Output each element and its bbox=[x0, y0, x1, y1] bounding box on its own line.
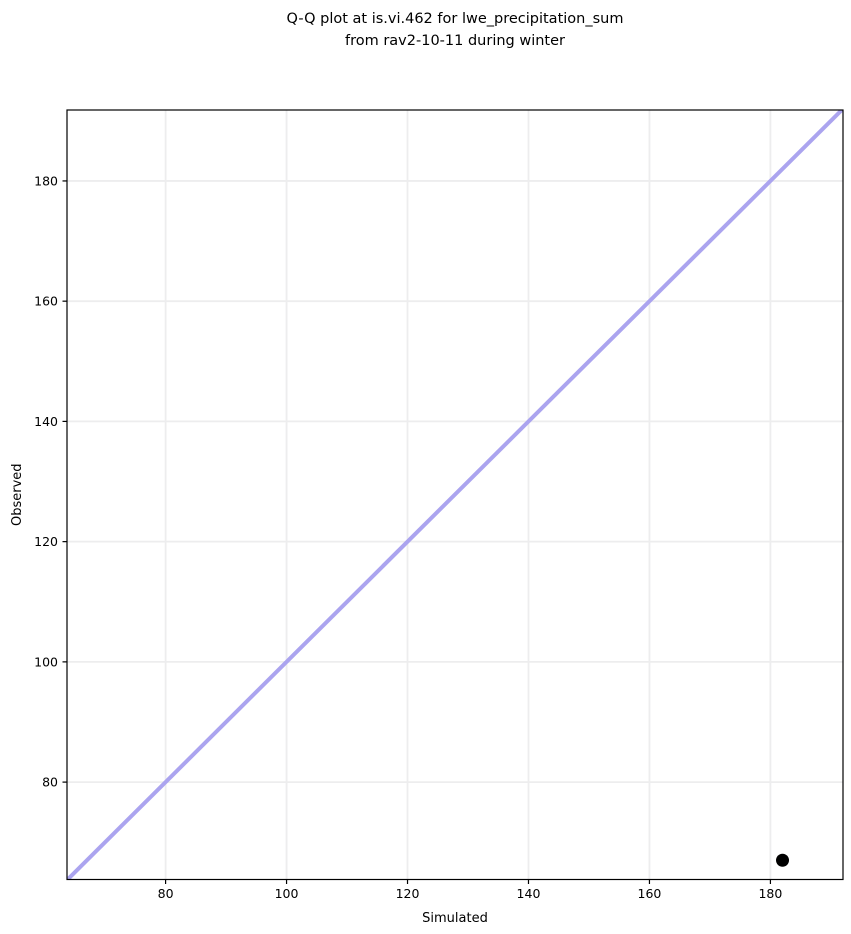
data-layer bbox=[67, 110, 843, 880]
x-tick-label: 120 bbox=[396, 886, 420, 901]
x-tick-label: 180 bbox=[758, 886, 782, 901]
x-tick-label: 140 bbox=[517, 886, 541, 901]
chart-title-line-2: from rav2-10-11 during winter bbox=[344, 33, 565, 50]
quantile-points-marker bbox=[776, 853, 790, 867]
y-tick-label: 80 bbox=[42, 775, 58, 790]
y-tick-label: 180 bbox=[34, 173, 58, 188]
x-tick-label: 80 bbox=[158, 886, 174, 901]
x-axis-label: Simulated bbox=[422, 911, 488, 926]
y-tick-label: 100 bbox=[34, 654, 58, 669]
y-tick-label: 140 bbox=[34, 414, 58, 429]
chart-title: Q-Q plot at is.vi.462 for lwe_precipitat… bbox=[67, 8, 843, 53]
x-tick-label: 100 bbox=[275, 886, 299, 901]
axes-spines bbox=[66, 109, 844, 881]
x-tick-label: 160 bbox=[638, 886, 662, 901]
identity-line bbox=[67, 110, 843, 880]
y-tick-label: 160 bbox=[34, 294, 58, 309]
chart-title-line-1: Q-Q plot at is.vi.462 for lwe_precipitat… bbox=[286, 11, 624, 27]
y-axis-label: Observed bbox=[10, 463, 25, 526]
y-tick-label: 120 bbox=[34, 534, 58, 549]
